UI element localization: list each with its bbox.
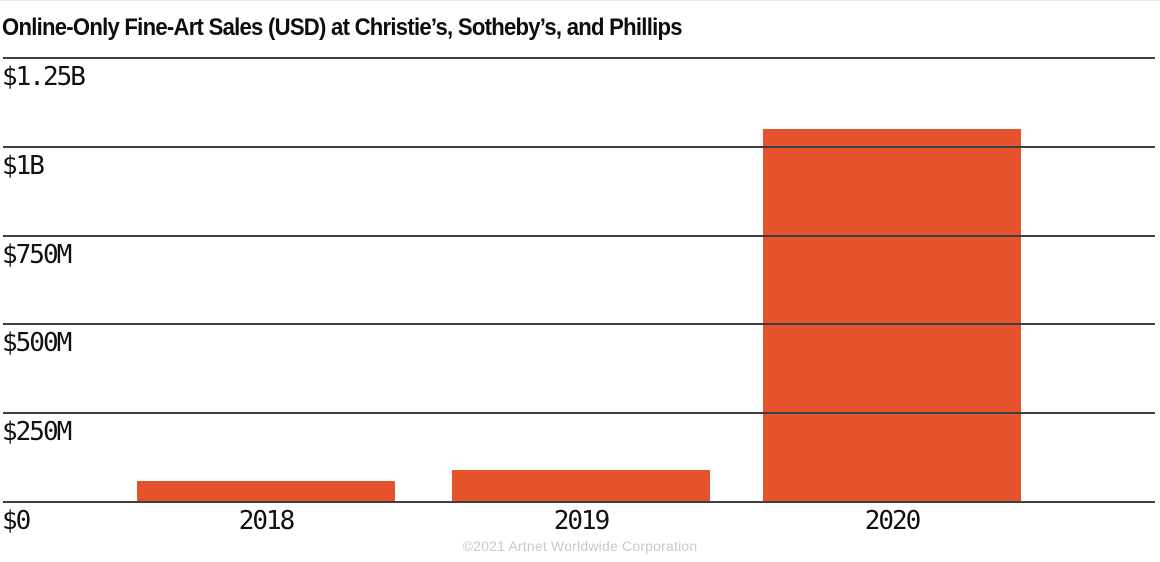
y-tick-label: $1B [2,151,45,181]
gridline-0 [3,501,1155,503]
bar-2019 [452,470,710,502]
y-tick-label: $1.25B [2,62,86,92]
x-tick-label-2020: 2020 [864,506,922,536]
gridline-1B [3,146,1155,148]
y-tick-label: $0 [2,506,31,536]
bar-2020 [763,129,1021,502]
y-tick-label: $750M [2,240,72,270]
source-attribution: ©2021 Artnet Worldwide Corporation [462,538,698,554]
gridline-500M [3,323,1155,325]
x-tick-label-2018: 2018 [238,506,296,536]
x-tick-label-2019: 2019 [553,506,611,536]
chart-title: Online-Only Fine-Art Sales (USD) at Chri… [2,14,683,41]
gridline-1.25B [3,57,1155,59]
gridline-750M [3,235,1155,237]
y-tick-label: $500M [2,328,72,358]
y-tick-label: $250M [2,417,72,447]
bar-2018 [137,481,395,502]
gridline-250M [3,412,1155,414]
